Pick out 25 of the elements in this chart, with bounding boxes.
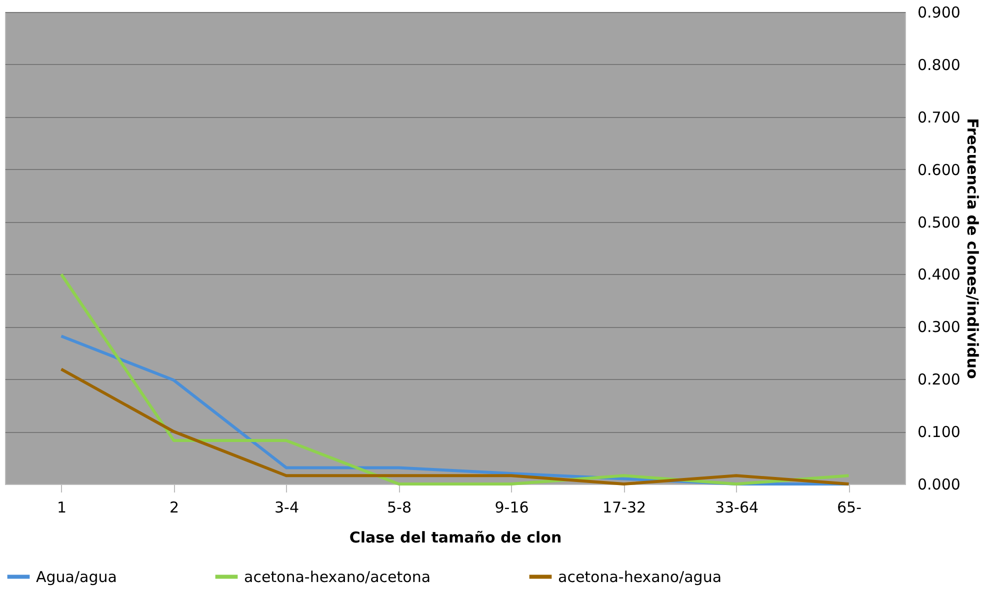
- y-tick-label: 0.500: [918, 213, 960, 232]
- legend-label: Agua/agua: [36, 568, 117, 586]
- x-tick-label: 65-: [837, 498, 862, 516]
- x-tick-label: 33-64: [714, 498, 759, 516]
- y-tick-label: 0.000: [918, 476, 960, 494]
- y-tick-label: 0.300: [918, 318, 960, 336]
- x-tick-label: 9-16: [494, 498, 529, 516]
- y-tick-label: 0.800: [918, 56, 960, 74]
- y-tick-label: 0.400: [918, 266, 960, 284]
- y-tick-label: 0.200: [918, 370, 960, 389]
- x-tick-label: 5-8: [387, 498, 412, 516]
- y-tick-label: 0.900: [918, 4, 960, 22]
- legend-label: acetona-hexano/acetona: [244, 568, 431, 586]
- y-tick-label: 0.700: [918, 108, 960, 126]
- x-tick-label: 3-4: [274, 498, 299, 516]
- x-tick-label: 1: [56, 498, 67, 516]
- line-series: [60, 272, 850, 486]
- y-tick-label: 0.600: [918, 160, 960, 179]
- legend-label: acetona-hexano/agua: [558, 568, 722, 586]
- x-tick-label: 17-32: [602, 498, 646, 516]
- y-axis-title: Frecuencia de clones/individuo: [963, 118, 982, 379]
- y-tick-label: 0.100: [918, 423, 960, 442]
- x-axis-title: Clase del tamaño de clon: [349, 528, 562, 546]
- line-series: [60, 368, 850, 486]
- x-tick-label: 2: [169, 498, 180, 516]
